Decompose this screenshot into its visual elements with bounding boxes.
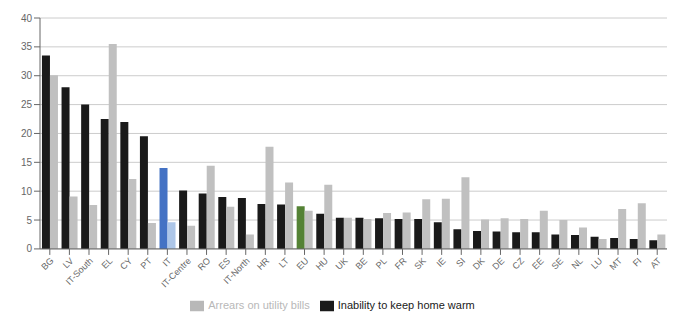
svg-text:15: 15	[21, 157, 33, 168]
svg-text:IT-North: IT-North	[222, 256, 252, 286]
svg-text:CZ: CZ	[510, 255, 526, 271]
svg-text:LT: LT	[277, 255, 291, 269]
svg-text:0: 0	[26, 243, 32, 254]
svg-text:IT-Centre: IT-Centre	[159, 256, 193, 290]
svg-text:LU: LU	[589, 256, 604, 271]
svg-text:EU: EU	[295, 256, 311, 272]
svg-text:SE: SE	[550, 256, 566, 272]
svg-text:20: 20	[21, 128, 33, 139]
html-text:Inability to keep home warm: Inability to keep home warm	[337, 298, 475, 311]
svg-text:EE: EE	[530, 256, 546, 272]
svg-text:UK: UK	[334, 256, 350, 272]
svg-text:RO: RO	[196, 256, 213, 273]
svg-text:10: 10	[21, 186, 33, 197]
svg-text:HR: HR	[255, 255, 272, 272]
svg-text:SK: SK	[412, 256, 428, 272]
svg-text:FI: FI	[631, 256, 644, 269]
svg-text:35: 35	[21, 41, 33, 52]
svg-text:IE: IE	[435, 256, 448, 269]
svg-text:MT: MT	[608, 255, 625, 272]
svg-text:DK: DK	[471, 256, 487, 272]
svg-text:EL: EL	[100, 256, 115, 271]
svg-text:IT-South: IT-South	[64, 256, 95, 287]
svg-text:LV: LV	[61, 256, 75, 270]
svg-text:5: 5	[26, 215, 32, 226]
svg-text:ES: ES	[217, 256, 233, 272]
svg-text:DE: DE	[490, 256, 506, 272]
svg-text:PL: PL	[374, 256, 389, 271]
svg-text:40: 40	[21, 13, 33, 24]
svg-text:PT: PT	[138, 255, 154, 271]
svg-text:BG: BG	[39, 256, 55, 272]
svg-text:AT: AT	[648, 255, 663, 270]
svg-text:BE: BE	[354, 256, 370, 272]
svg-text:NL: NL	[570, 256, 585, 271]
html-text:Arrears on utility bills: Arrears on utility bills	[208, 298, 310, 311]
svg-text:SI: SI	[454, 256, 467, 269]
svg-text:HU: HU	[314, 256, 330, 272]
svg-text:FR: FR	[393, 255, 409, 271]
svg-text:25: 25	[21, 99, 33, 110]
svg-text:CY: CY	[118, 256, 134, 272]
svg-text:30: 30	[21, 70, 33, 81]
svg-text:IT: IT	[161, 255, 174, 268]
